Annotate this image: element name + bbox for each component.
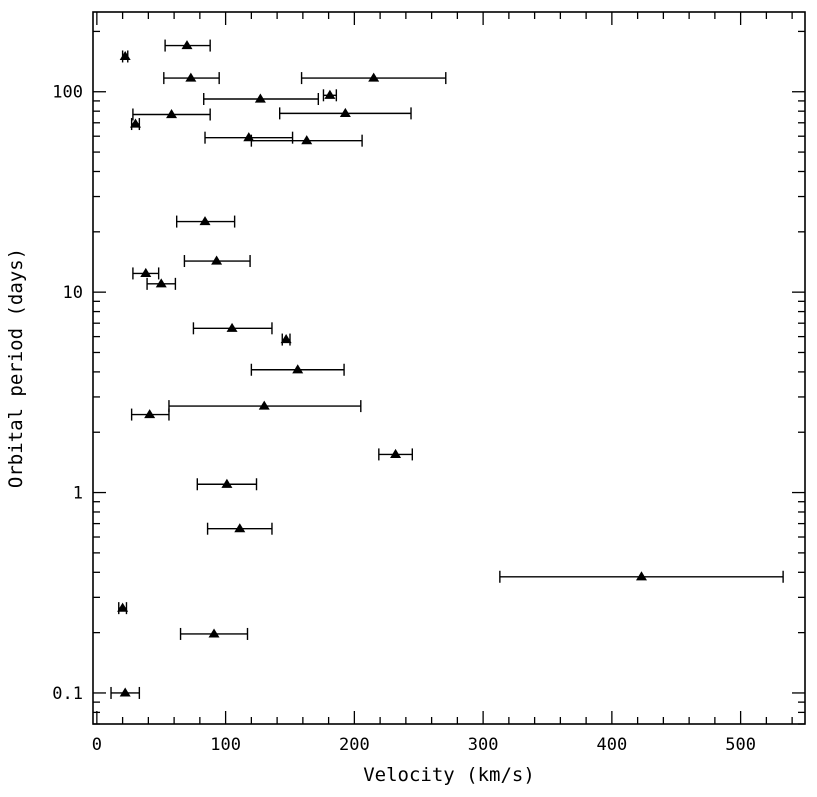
triangle-marker — [119, 687, 131, 697]
data-point — [250, 134, 363, 147]
triangle-marker — [635, 571, 647, 581]
data-point — [132, 108, 211, 121]
triangle-marker — [258, 400, 270, 410]
data-point — [146, 277, 177, 290]
data-point — [117, 602, 129, 615]
y-tick-label: 1 — [73, 484, 83, 504]
triangle-marker — [226, 322, 238, 332]
triangle-marker — [368, 72, 380, 82]
data-point — [164, 39, 211, 52]
data-point — [132, 267, 160, 280]
triangle-marker — [119, 50, 131, 61]
data-point — [280, 333, 292, 346]
triangle-marker — [185, 72, 197, 82]
data-point — [192, 322, 273, 335]
x-tick-label: 100 — [210, 735, 241, 755]
triangle-marker — [301, 135, 313, 145]
triangle-marker — [280, 334, 292, 344]
data-point — [206, 522, 273, 535]
triangle-marker — [234, 523, 246, 533]
data-point — [204, 131, 294, 144]
y-tick-label: 100 — [52, 83, 83, 103]
data-point — [278, 107, 412, 120]
triangle-marker — [117, 602, 129, 612]
triangle-marker — [292, 364, 304, 374]
x-tick-label: 400 — [597, 735, 628, 755]
data-point — [300, 72, 447, 85]
data-point — [196, 478, 258, 491]
triangle-marker — [254, 93, 266, 103]
x-tick-label: 0 — [92, 735, 102, 755]
triangle-marker — [324, 89, 336, 99]
data-point — [179, 627, 249, 640]
triangle-marker — [129, 118, 141, 128]
triangle-marker — [390, 448, 402, 458]
triangle-marker — [221, 478, 233, 488]
data-points — [110, 39, 784, 699]
y-axis-label: Orbital period (days) — [5, 248, 27, 488]
x-axis: 0 100 200 300 400 500 — [92, 12, 793, 755]
data-point — [175, 215, 236, 228]
y-tick-label: 10 — [63, 283, 83, 303]
data-point — [378, 448, 414, 461]
triangle-marker — [208, 628, 220, 638]
triangle-marker — [155, 278, 167, 288]
x-tick-label: 200 — [339, 735, 370, 755]
data-point — [110, 686, 141, 699]
triangle-marker — [243, 132, 255, 142]
plot-frame — [92, 11, 806, 725]
triangle-marker — [199, 216, 211, 226]
triangle-marker — [166, 108, 178, 119]
data-point — [203, 93, 320, 106]
triangle-marker — [144, 409, 156, 419]
data-point — [163, 72, 220, 85]
data-point — [130, 408, 170, 421]
data-point — [129, 118, 141, 131]
triangle-marker — [140, 267, 152, 278]
data-point — [119, 50, 131, 63]
y-axis: 0.1 1 10 100 — [52, 30, 805, 725]
data-point — [250, 363, 345, 376]
x-axis-label: Velocity (km/s) — [363, 764, 535, 786]
data-point — [322, 89, 338, 102]
data-point — [499, 570, 784, 583]
x-tick-label: 300 — [468, 735, 499, 755]
triangle-marker — [211, 255, 223, 265]
y-tick-label: 0.1 — [52, 684, 83, 704]
triangle-marker — [181, 40, 193, 50]
triangle-marker — [339, 107, 351, 117]
x-tick-label: 500 — [725, 735, 756, 755]
data-point — [183, 255, 251, 268]
data-point — [168, 400, 362, 413]
